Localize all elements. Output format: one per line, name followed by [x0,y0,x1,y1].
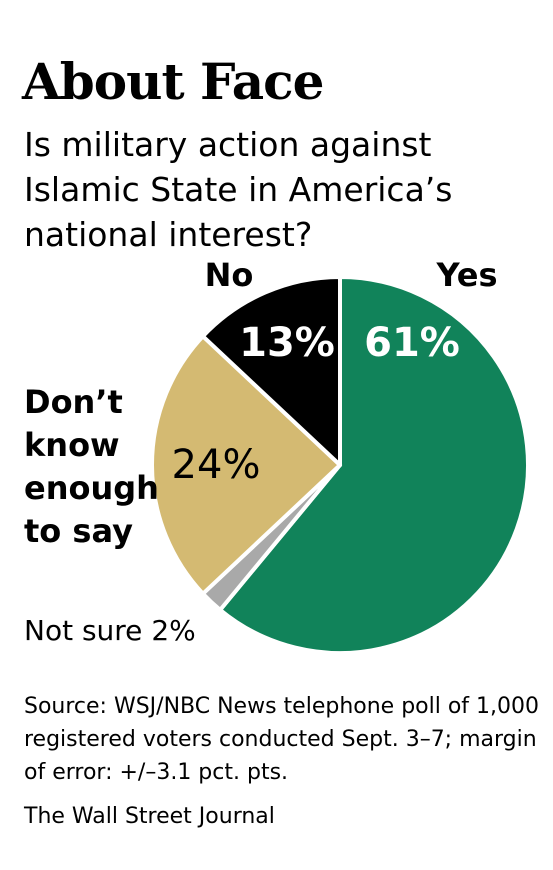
value-label-yes: 61% [364,320,460,366]
pie-slice-no [200,275,342,467]
label-yes: Yes [436,256,498,294]
label-dont-know-line-4: to say [24,512,133,550]
label-not-sure: Not sure 2% [24,614,196,647]
pie-chart: Yes No Don’t know enough to say Not sure… [24,256,530,655]
label-dont-know-line-2: know [24,426,120,464]
label-no: No [205,256,254,294]
value-label-dont-know: 24% [172,442,261,488]
source-note: Source: WSJ/NBC News telephone poll of 1… [24,694,540,785]
chart-subtitle: Is military action against Islamic State… [24,125,453,254]
label-dont-know: Don’t know enough to say [24,383,170,550]
label-dont-know-line-3: enough [24,469,159,507]
value-label-no: 13% [239,320,335,366]
pie-slice-yes [218,275,530,655]
pie-slices [150,275,530,655]
chart-title: About Face [22,52,324,111]
pie-slice-dont-know [150,334,342,596]
credit: The Wall Street Journal [24,804,275,829]
label-dont-know-line-1: Don’t [24,383,123,421]
